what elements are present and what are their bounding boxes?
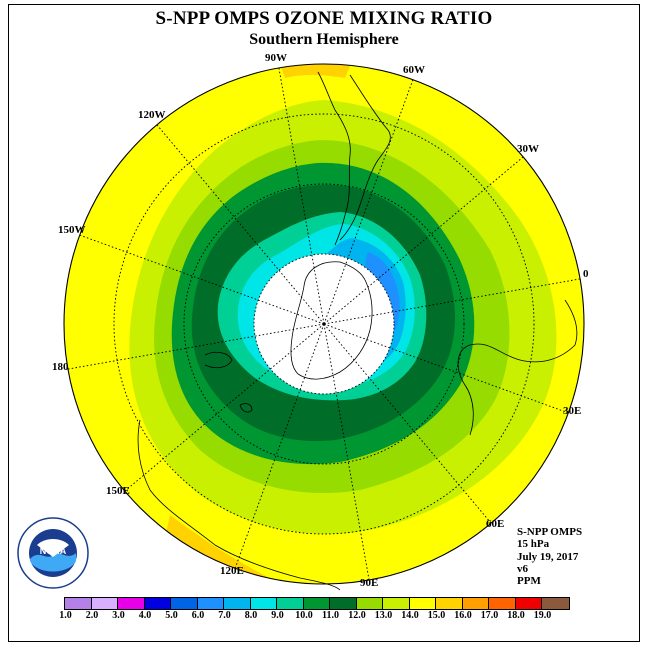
colorbar-tick-label: 13.0 (374, 610, 393, 621)
colorbar-tick-label: 14.0 (401, 610, 419, 621)
colorbar-tick-label: 6.0 (191, 610, 205, 621)
colorbar-swatch (224, 598, 251, 609)
meridian-line (79, 234, 325, 325)
meridian-line (323, 79, 414, 325)
colorbar-swatch (489, 598, 516, 609)
colorbar-swatch (409, 598, 436, 609)
colorbar-tick-label: 8.0 (244, 610, 258, 621)
longitude-label-60e: 60E (486, 518, 505, 530)
colorbar-swatch (144, 598, 171, 609)
colorbar-swatch (462, 598, 489, 609)
product-info: S-NPP OMPS 15 hPa July 19, 2017 v6 PPM (517, 526, 582, 587)
colorbar-tick-label: 18.0 (507, 610, 525, 621)
colorbar-tick-label: 10.0 (295, 610, 313, 621)
colorbar-tick-label: 16.0 (454, 610, 472, 621)
colorbar-swatch (303, 598, 330, 609)
info-version: v6 (517, 562, 528, 575)
colorbar-tick-label: 12.0 (348, 610, 366, 621)
colorbar-tick-label: 7.0 (218, 610, 231, 621)
meridian-line (234, 323, 325, 569)
meridian-line (156, 124, 325, 325)
colorbar-swatch (171, 598, 198, 609)
map-frame (8, 4, 640, 642)
latitude-circle-50 (113, 113, 535, 535)
meridian-line (323, 278, 581, 325)
coastlines (137, 71, 578, 591)
longitude-label-0: 0 (583, 268, 589, 280)
colorbar-swatch (118, 598, 145, 609)
info-product: S-NPP OMPS (517, 526, 583, 538)
coastline-africa (457, 299, 578, 436)
coastline-south-america-east (339, 74, 391, 241)
colorbar (64, 597, 570, 610)
latitude-circle-60 (183, 183, 465, 465)
colorbar-tick-label: 11.0 (322, 610, 339, 621)
colorbar-tick-label: 9.0 (271, 610, 284, 621)
colorbar-swatch (436, 598, 463, 609)
colorbar-swatch (197, 598, 224, 609)
colorbar-tick-label: 17.0 (480, 610, 499, 621)
colorbar-tick-label: 2.0 (85, 610, 99, 621)
colorbar-swatch (65, 598, 92, 609)
logo-text: NOAA (40, 546, 67, 556)
map-boundary-circle (63, 63, 585, 585)
longitude-label-30w: 30W (517, 143, 539, 155)
coastline-antarctica (290, 261, 373, 380)
info-date: July 19, 2017 (517, 550, 579, 563)
colorbar-swatch (542, 598, 569, 609)
map-subtitle: Southern Hemisphere (249, 31, 399, 48)
longitude-label-150e: 150E (106, 485, 130, 497)
colorbar-tick-label: 1.0 (59, 610, 72, 621)
meridian-line (278, 67, 325, 325)
longitude-label-120w: 120W (138, 109, 166, 121)
coastline-new-zealand (204, 351, 233, 369)
meridian-line (124, 323, 325, 492)
coastline-south-america (317, 71, 351, 246)
colorbar-tick-label: 3.0 (112, 610, 125, 621)
colorbar-swatch (277, 598, 304, 609)
meridian-line (323, 323, 370, 581)
colorbar-swatch (91, 598, 118, 609)
meridian-line (323, 323, 569, 414)
longitude-label-180: 180 (52, 361, 69, 373)
south-pole-point (322, 322, 326, 326)
longitude-label-30e: 30E (563, 405, 582, 417)
colorbar-swatch (330, 598, 357, 609)
longitude-label-90e: 90E (360, 577, 379, 589)
longitude-label-90w: 90W (265, 52, 287, 64)
colorbar-tick-label: 15.0 (427, 610, 446, 621)
latitude-circle-70 (253, 253, 395, 395)
coastline-island-sub (239, 403, 253, 413)
colorbar-tick-label: 5.0 (165, 610, 178, 621)
info-level: 15 hPa (517, 538, 550, 551)
longitude-label-60w: 60W (403, 64, 425, 76)
longitude-label-120e: 120E (220, 565, 244, 577)
colorbar-swatch (250, 598, 277, 609)
graticule (67, 67, 581, 581)
meridian-line (323, 156, 524, 325)
colorbar-swatch (356, 598, 383, 609)
coastline-australia (137, 419, 341, 591)
colorbar-tick-label: 4.0 (138, 610, 152, 621)
meridian-lines (67, 67, 581, 581)
map-title: S-NPP OMPS OZONE MIXING RATIO (155, 8, 493, 29)
info-units: PPM (517, 575, 541, 588)
noaa-logo: NOAA (17, 517, 89, 589)
colorbar-swatch (383, 598, 410, 609)
colorbar-swatch (515, 598, 542, 609)
meridian-line (323, 323, 492, 524)
colorbar-tick-label: 19.0 (533, 610, 552, 621)
longitude-label-150w: 150W (58, 224, 86, 236)
meridian-line (67, 323, 325, 370)
